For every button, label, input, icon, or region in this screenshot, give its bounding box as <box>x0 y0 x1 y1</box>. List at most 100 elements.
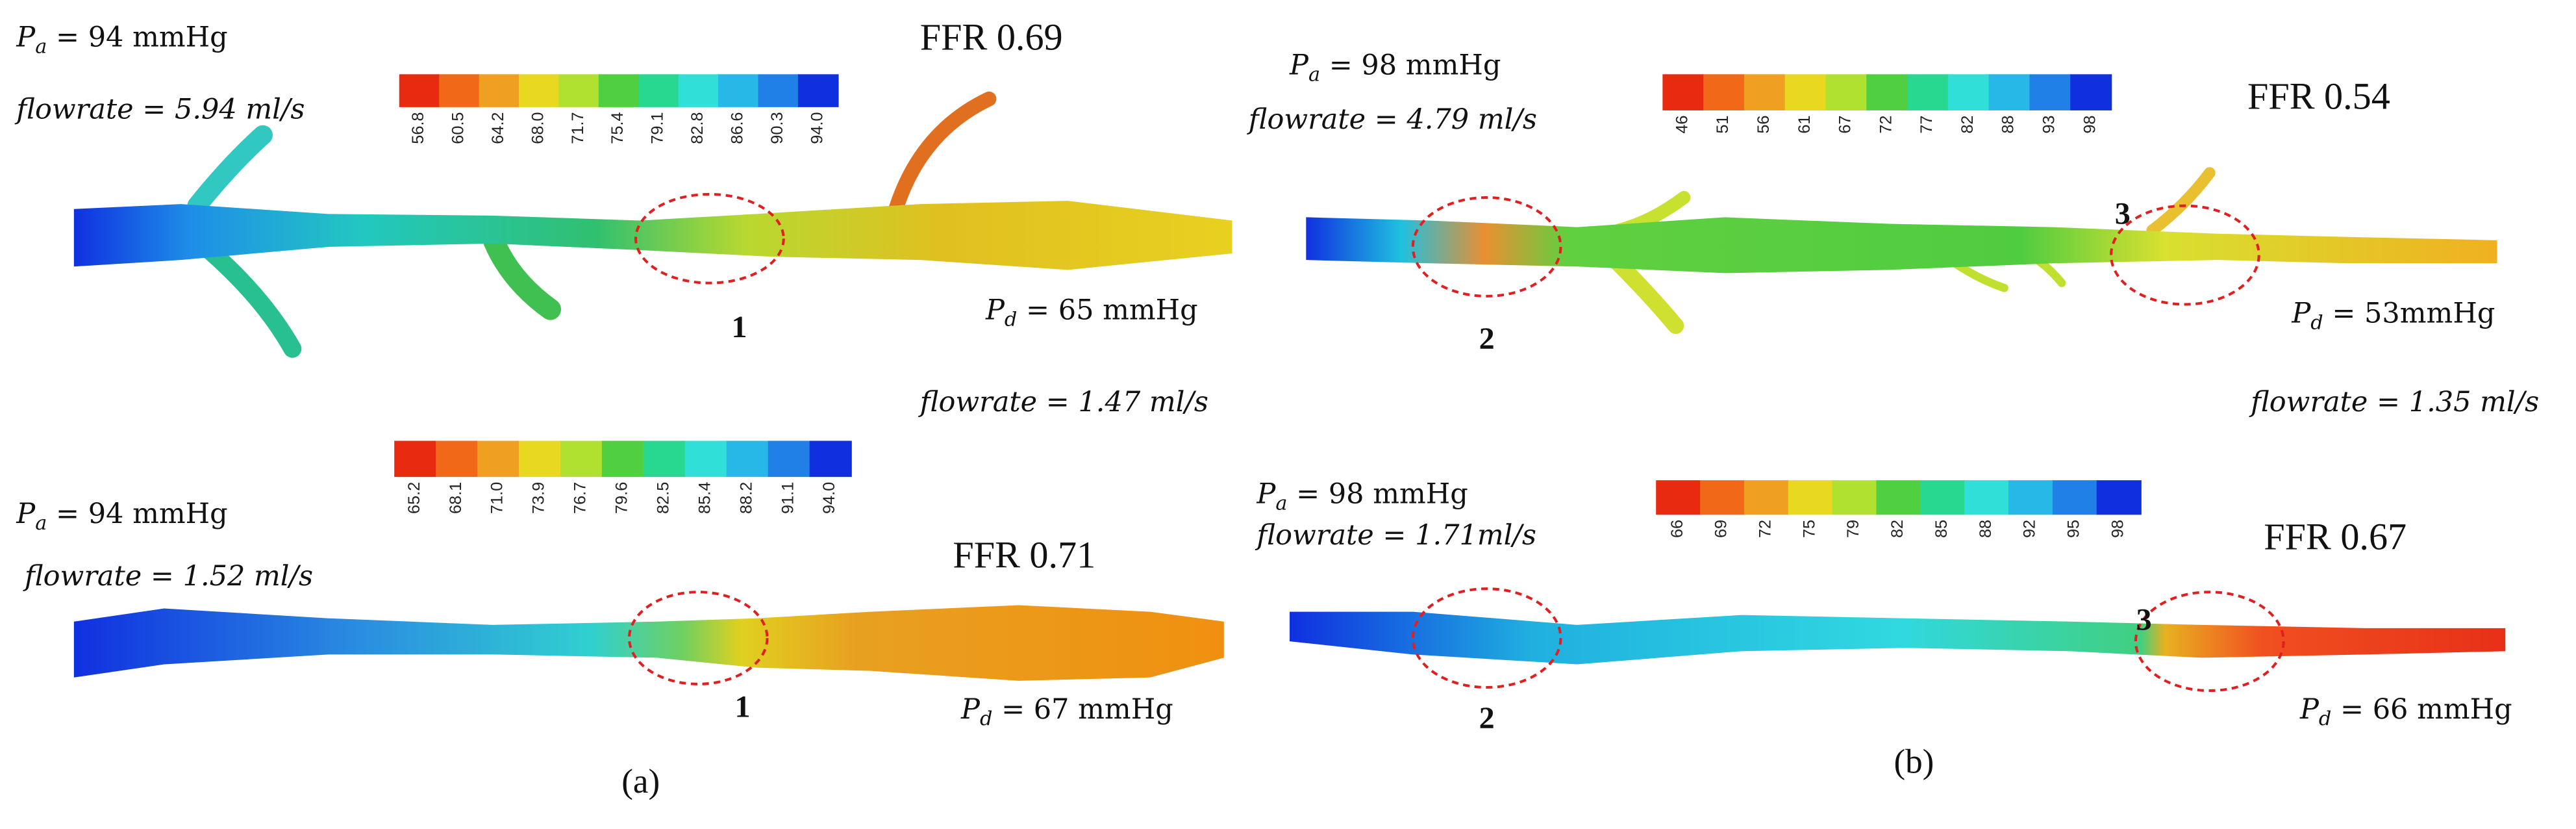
colorbar-segment <box>1703 74 1745 110</box>
symbol: P <box>985 294 1005 326</box>
colorbar-label: 56 <box>1755 116 1773 134</box>
lesion-number: 2 <box>1479 701 1495 735</box>
colorbar-segment <box>638 74 679 107</box>
colorbar-segment <box>643 440 686 478</box>
colorbar-segment <box>2070 74 2112 110</box>
colorbar-segment <box>2052 480 2097 515</box>
lesion-number: 1 <box>731 310 747 344</box>
colorbar-label: 94.0 <box>808 112 826 144</box>
vessel-a-bottom <box>73 605 1224 681</box>
colorbar-segment <box>1964 480 2010 515</box>
colorbar-label: 90.3 <box>768 112 786 144</box>
inlet-pressure: Pa = 98 mmHg <box>1289 49 1501 86</box>
colorbar-label: 67 <box>1836 116 1855 134</box>
value: = 67 mmHg <box>992 693 1173 726</box>
colorbar-label: 98 <box>2081 116 2099 134</box>
outlet-pressure: Pd = 66 mmHg <box>2299 693 2512 730</box>
colorbar-segment <box>2096 480 2142 515</box>
lesion-number: 3 <box>2115 197 2131 231</box>
subscript: a <box>1275 492 1287 515</box>
colorbar-segment <box>1988 74 2031 110</box>
colorbar-segment <box>439 74 480 107</box>
outlet-pressure: Pd = 53mmHg <box>2291 297 2495 334</box>
vessel-b-top <box>1306 167 2497 335</box>
value: = 98 mmHg <box>1287 478 1468 511</box>
symbol: P <box>2291 297 2311 329</box>
lesion-number: 1 <box>735 690 751 724</box>
colorbar-segment <box>1656 480 1701 515</box>
subscript: a <box>35 35 47 58</box>
colorbar-label: 71.0 <box>488 482 506 514</box>
inlet-flowrate: flowrate = 5.94 ml/s <box>14 94 305 126</box>
colorbar-label: 88.2 <box>737 482 755 514</box>
symbol: P <box>960 693 981 726</box>
ffr-value: FFR 0.71 <box>953 533 1095 576</box>
colorbar-label: 93 <box>2040 116 2058 134</box>
colorbar-label: 85.4 <box>695 482 714 514</box>
colorbar-segment <box>2029 74 2071 110</box>
colorbar-label: 56.8 <box>409 112 427 144</box>
colorbar-segment <box>797 74 839 107</box>
colorbar-label: 79.6 <box>613 482 631 514</box>
colorbar-segment <box>809 440 852 478</box>
colorbar-label: 85 <box>1932 520 1951 538</box>
value: = 98 mmHg <box>1320 49 1501 81</box>
colorbar-label: 68.1 <box>447 482 465 514</box>
colorbar-segment <box>1662 74 1705 110</box>
stenosis-circle <box>2134 591 2285 693</box>
symbol: P <box>1289 49 1309 81</box>
symbol: P <box>16 498 36 530</box>
subscript: a <box>35 512 47 535</box>
vessel-b-bottom <box>1290 611 2506 665</box>
colorbar-label: 86.6 <box>728 112 746 144</box>
colorbar-label: 75 <box>1800 520 1818 538</box>
colorbar-label: 65.2 <box>405 482 423 514</box>
colorbar-label: 82 <box>1888 520 1907 538</box>
value: = 65 mmHg <box>1017 294 1197 326</box>
colorbar-segment <box>1788 480 1833 515</box>
stenosis-circle <box>1411 587 1562 689</box>
colorbar-segment <box>1825 74 1868 110</box>
colorbar-segment <box>1866 74 1908 110</box>
colorbar-label: 91.1 <box>779 482 797 514</box>
colorbar-label: 64.2 <box>489 112 507 144</box>
colorbar-label: 66 <box>1668 520 1686 538</box>
symbol: P <box>1256 478 1276 511</box>
colorbar-label: 79.1 <box>649 112 667 144</box>
colorbar-label: 82 <box>1958 116 1977 134</box>
colorbar-segment <box>768 440 810 478</box>
colorbar-segment <box>560 440 603 478</box>
colorbar-label: 88 <box>1977 520 1995 538</box>
subscript: d <box>2319 708 2331 730</box>
colorbar-segment <box>684 440 727 478</box>
colorbar-label: 69 <box>1712 520 1731 538</box>
outlet-pressure: Pd = 67 mmHg <box>960 693 1173 730</box>
colorbar-segment <box>601 440 645 478</box>
subscript: d <box>980 708 992 730</box>
stenosis-circle <box>1411 196 1562 298</box>
colorbar-label: 71.7 <box>569 112 587 144</box>
colorbar-label: 77 <box>1918 116 1936 134</box>
inlet-pressure: Pa = 98 mmHg <box>1256 478 1468 515</box>
colorbar-segment <box>436 440 479 478</box>
colorbar-segment <box>519 74 560 107</box>
colorbar-segment <box>678 74 719 107</box>
colorbar-segment <box>1832 480 1877 515</box>
colorbar-label: 95 <box>2064 520 2082 538</box>
inlet-flowrate: flowrate = 1.52 ml/s <box>23 560 313 593</box>
subscript: a <box>1308 63 1320 86</box>
lesion-number: 2 <box>1479 322 1495 356</box>
colorbar-segment <box>1784 74 1827 110</box>
colorbar-label: 75.4 <box>608 112 627 144</box>
subfigure-caption: (b) <box>1894 743 1934 781</box>
subscript: d <box>1005 308 1017 331</box>
colorbar-segment <box>1876 480 1921 515</box>
colorbar-segment <box>598 74 640 107</box>
colorbar-segment <box>1920 480 1966 515</box>
colorbar-segment <box>1744 74 1786 110</box>
colorbar-label: 92 <box>2021 520 2039 538</box>
colorbar-label: 68.0 <box>529 112 547 144</box>
colorbar-segment <box>477 440 520 478</box>
stenosis-circle <box>2109 204 2260 306</box>
